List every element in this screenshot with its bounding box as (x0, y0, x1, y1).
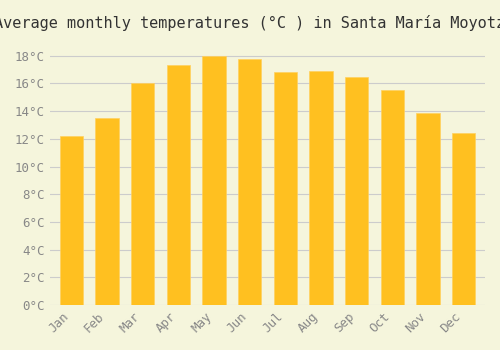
Bar (380, 90, 404, 305)
Bar (345, 77, 368, 305)
Bar (416, 112, 440, 305)
Bar (238, 58, 261, 305)
Title: Average monthly temperatures (°C ) in Santa María Moyotzingo: Average monthly temperatures (°C ) in Sa… (0, 15, 500, 31)
Bar (310, 71, 332, 305)
Bar (60, 136, 83, 305)
Bar (202, 56, 226, 305)
Bar (96, 118, 118, 305)
Bar (166, 65, 190, 305)
Bar (274, 72, 297, 305)
Bar (131, 83, 154, 305)
Bar (452, 133, 475, 305)
